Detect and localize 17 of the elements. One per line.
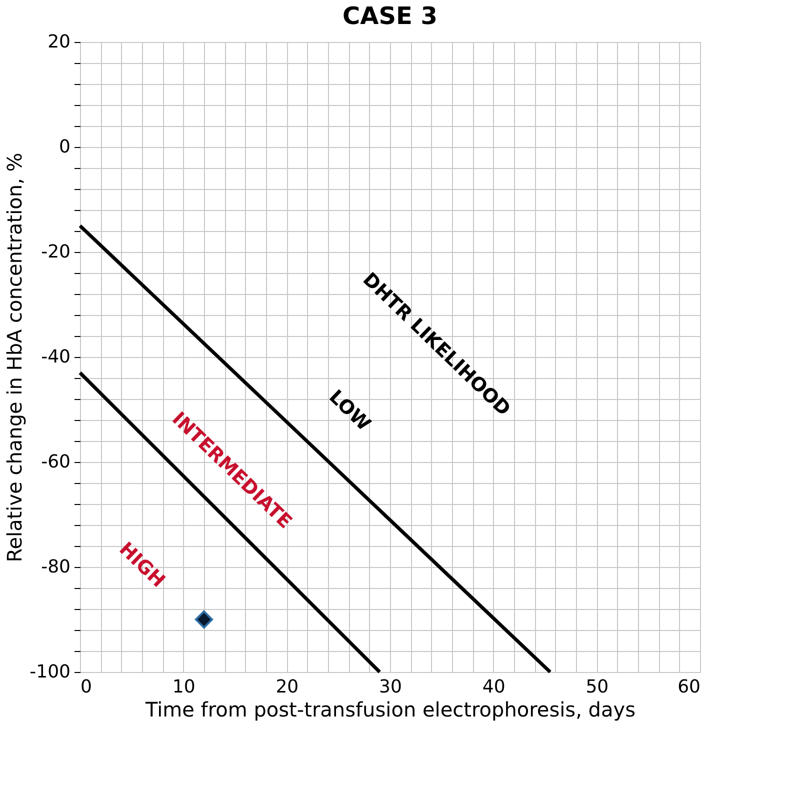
y-tick-label: 20 bbox=[48, 32, 70, 52]
x-tick-label: 10 bbox=[172, 676, 196, 698]
x-tick-label: 20 bbox=[276, 676, 299, 698]
y-tick-label: -20 bbox=[41, 242, 70, 262]
y-tick-label: -100 bbox=[30, 662, 70, 682]
y-axis-title: Relative change in HbA concentration, % bbox=[2, 152, 27, 562]
y-tick-label: -40 bbox=[41, 346, 70, 368]
x-tick-label: 60 bbox=[678, 676, 700, 698]
x-tick-label: 30 bbox=[379, 676, 402, 698]
chart-title: CASE 3 bbox=[342, 2, 438, 30]
x-tick-label: 40 bbox=[482, 676, 506, 698]
y-tick-label: 0 bbox=[59, 136, 70, 158]
x-tick-label: 0 bbox=[80, 676, 92, 698]
x-axis-title: Time from post-transfusion electrophoresis, days bbox=[144, 698, 636, 722]
y-tick-label: -60 bbox=[41, 452, 70, 472]
y-tick-label: -80 bbox=[41, 556, 70, 578]
x-tick-label: 50 bbox=[586, 676, 609, 698]
